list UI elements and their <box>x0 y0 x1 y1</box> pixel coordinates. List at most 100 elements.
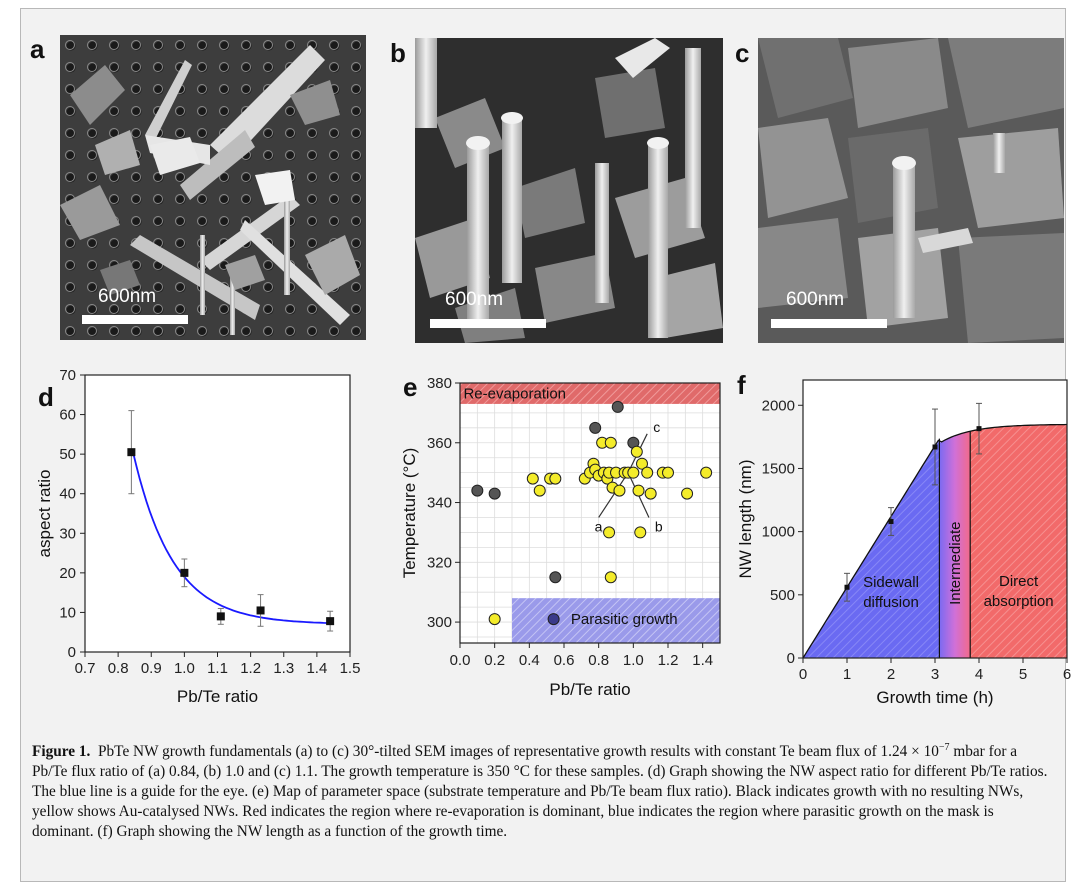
annotation-label-e: c <box>653 419 660 435</box>
caption-text-2: mbar for a Pb/Te flux ratio of (a) 0.84,… <box>32 743 1048 841</box>
x-tick-label-d: 1.3 <box>273 660 294 677</box>
chart-e-parameter-map: Re-evaporation Parasitic growth a b c 0.0 0.2 0… <box>400 375 721 699</box>
x-tick-label-e: 0.8 <box>588 652 609 669</box>
region-parasitic-growth <box>512 598 720 643</box>
x-axis-label-d: Pb/Te ratio <box>177 687 258 706</box>
y-axis-label-d: aspect ratio <box>35 470 54 558</box>
chart-d-aspect-ratio: 0.7 0.8 0.9 1.0 1.1 1.2 1.3 1.4 1.5 0 10 20 30 40 50 60… <box>35 367 361 706</box>
data-point-e <box>634 526 647 539</box>
plot-frame-e <box>459 382 721 644</box>
region-label-re-evaporation: Re-evaporation <box>463 385 566 402</box>
y-tick-label-d: 70 <box>59 367 76 384</box>
caption-text-1: PbTe NW growth fundamentals (a) to (c) 3… <box>98 743 939 761</box>
y-tick-label-f: 0 <box>787 650 795 667</box>
region-label-direct: Direct <box>999 573 1039 590</box>
data-point-e <box>604 571 617 584</box>
scale-bar-a <box>82 315 188 324</box>
data-point-e <box>611 400 624 413</box>
x-tick-label-d: 0.8 <box>108 660 129 677</box>
panel-label-f: f <box>737 370 746 400</box>
data-point-e <box>632 484 645 497</box>
region-direct-absorption <box>970 424 1067 658</box>
y-tick-label-f: 500 <box>770 587 795 604</box>
data-point-e <box>613 484 626 497</box>
y-tick-label-f: 1000 <box>762 524 795 541</box>
annotation-arrow-e <box>598 472 629 518</box>
panel-label-b: b <box>390 38 406 68</box>
data-point-e <box>488 487 501 500</box>
data-point-e <box>603 526 616 539</box>
data-point-e <box>644 487 657 500</box>
y-tick-label-d: 10 <box>59 604 76 621</box>
x-tick-label-f: 4 <box>975 666 983 683</box>
x-tick-label-e: 0.0 <box>450 652 471 669</box>
plot-area-d <box>84 374 351 653</box>
region-intermediate <box>939 431 971 658</box>
panel-label-c: c <box>735 38 750 68</box>
y-axis-label-f: NW length (nm) <box>736 459 755 578</box>
figure-label: Figure 1. <box>32 743 91 761</box>
y-tick-label-e: 360 <box>427 435 452 452</box>
x-tick-label-f: 6 <box>1063 666 1071 683</box>
y-tick-label-d: 0 <box>68 644 76 661</box>
region-re-evaporation <box>460 383 720 404</box>
x-tick-label-f: 2 <box>887 666 895 683</box>
data-point-e <box>604 436 617 449</box>
data-point-e <box>547 613 560 626</box>
data-point-e <box>636 457 648 470</box>
x-tick-label-e: 0.6 <box>554 652 575 669</box>
fit-line-d <box>132 451 334 625</box>
x-tick-label-f: 5 <box>1019 666 1027 683</box>
data-point-d <box>216 612 225 621</box>
data-point-e <box>526 472 539 485</box>
chart-f-nw-length: Sidewall diffusion Intermediate Direct absor… <box>736 379 1071 707</box>
data-point-e <box>681 487 694 500</box>
y-tick-label-e: 300 <box>427 614 452 631</box>
caption-exponent: −7 <box>938 742 950 753</box>
sem-image-b: 600nm <box>415 38 723 343</box>
y-tick-label-e: 340 <box>427 495 452 512</box>
annotation-label-e: b <box>655 518 663 534</box>
x-tick-label-d: 1.0 <box>174 660 195 677</box>
x-axis-label-e: Pb/Te ratio <box>549 680 630 699</box>
data-point-f <box>932 444 938 450</box>
data-point-e <box>533 484 546 497</box>
sem-image-c: 600nm <box>758 38 1064 343</box>
x-tick-label-e: 0.4 <box>519 652 540 669</box>
data-point-e <box>641 466 654 479</box>
data-point-e <box>589 421 602 434</box>
figure-caption: Figure 1. PbTe NW growth fundamentals (a… <box>32 738 1052 842</box>
data-point-e <box>662 466 674 479</box>
data-point-e <box>488 613 501 626</box>
annotation-label-e: a <box>595 518 603 534</box>
sem-image-a-graphic <box>60 35 366 340</box>
data-point-e <box>549 472 562 485</box>
region-label-parasitic-growth: Parasitic growth <box>571 611 678 628</box>
panel-label-a: a <box>30 34 45 64</box>
panel-label-d: d <box>38 382 54 412</box>
data-point-d <box>326 617 335 626</box>
x-tick-label-d: 1.5 <box>340 660 361 677</box>
scale-bar-b <box>430 319 546 328</box>
panel-label-e: e <box>403 372 418 402</box>
data-point-e <box>627 466 640 479</box>
data-point-f <box>888 519 894 525</box>
scale-label-a: 600nm <box>98 286 157 307</box>
x-tick-label-d: 1.1 <box>207 660 228 677</box>
x-tick-label-f: 3 <box>931 666 939 683</box>
x-tick-label-d: 1.2 <box>240 660 261 677</box>
data-point-f <box>976 426 982 432</box>
region-label-absorption: absorption <box>984 593 1054 610</box>
y-tick-label-d: 30 <box>59 525 76 542</box>
region-label-intermediate: Intermediate <box>947 522 964 605</box>
region-label-sidewall: Sidewall <box>863 574 919 591</box>
x-tick-label-d: 1.4 <box>306 660 327 677</box>
x-tick-label-e: 1.4 <box>692 652 713 669</box>
scale-bar-c <box>771 319 887 328</box>
sem-image-a: 600nm <box>60 35 366 340</box>
y-tick-label-f: 2000 <box>762 397 795 414</box>
y-tick-label-e: 380 <box>427 375 452 392</box>
x-tick-label-d: 0.7 <box>75 660 96 677</box>
x-tick-label-f: 0 <box>799 666 807 683</box>
y-tick-label-e: 320 <box>427 554 452 571</box>
